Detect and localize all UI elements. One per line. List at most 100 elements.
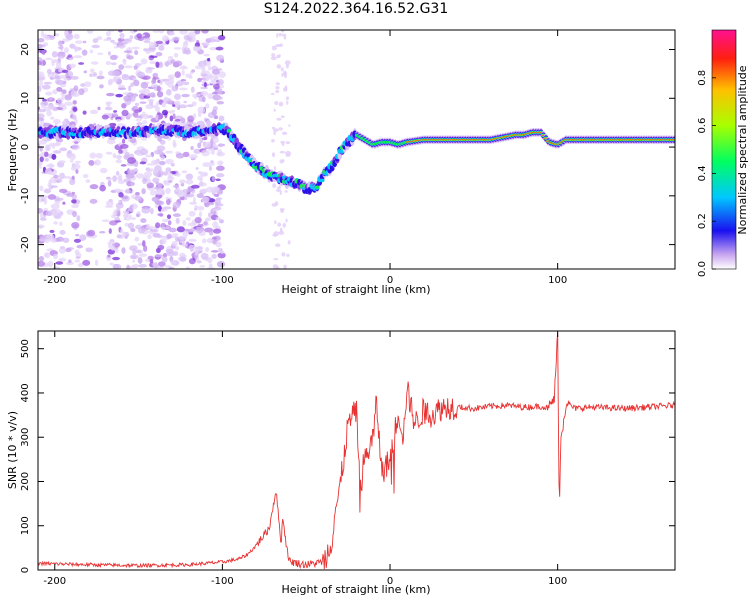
noise-blob: [142, 111, 146, 117]
noise-blob: [193, 46, 201, 52]
noise-blob: [139, 161, 147, 165]
noise-blob: [158, 45, 165, 51]
noise-blob: [65, 72, 69, 79]
top-y-axis-label: Frequency (Hz): [6, 109, 19, 192]
noise-blob: [108, 122, 117, 128]
noise-blob: [270, 92, 275, 96]
noise-blob: [38, 119, 41, 122]
noise-blob: [199, 188, 208, 193]
noise-blob: [123, 95, 132, 102]
noise-blob: [205, 246, 210, 253]
noise-blob: [178, 87, 188, 91]
noise-blob: [55, 61, 62, 69]
noise-blob: [136, 224, 141, 228]
noise-blob: [163, 206, 172, 210]
x-tick-label: -200: [43, 275, 66, 286]
noise-blob: [158, 61, 163, 66]
noise-blob: [202, 141, 211, 148]
noise-blob: [151, 79, 157, 85]
noise-blob: [273, 166, 277, 171]
noise-blob: [52, 210, 58, 217]
noise-blob: [107, 51, 111, 56]
ridge-cell: [319, 178, 325, 183]
noise-blob: [165, 158, 174, 165]
noise-blob: [145, 154, 153, 158]
noise-blob: [166, 233, 172, 239]
noise-blob: [140, 218, 147, 223]
noise-blob: [179, 256, 187, 262]
noise-blob: [66, 33, 74, 41]
noise-blob: [118, 192, 124, 198]
noise-blob: [143, 40, 151, 44]
noise-blob: [53, 174, 59, 179]
noise-blob: [99, 230, 106, 234]
noise-blob: [149, 189, 157, 196]
noise-blob: [161, 101, 167, 108]
noise-blob: [62, 89, 67, 95]
noise-blob: [116, 170, 120, 176]
noise-blob: [48, 96, 53, 101]
noise-blob: [115, 93, 123, 98]
noise-blob: [276, 117, 282, 121]
noise-blob: [152, 177, 160, 183]
noise-blob: [112, 211, 118, 217]
noise-blob: [212, 91, 218, 95]
noise-blob: [165, 196, 169, 200]
noise-blob: [107, 180, 112, 187]
noise-blob: [135, 118, 142, 122]
noise-blob: [185, 217, 191, 221]
noise-blob: [46, 163, 55, 168]
noise-blob: [194, 96, 198, 99]
noise-blob: [52, 266, 60, 269]
noise-blob: [210, 186, 220, 194]
noise-blob: [162, 171, 169, 176]
noise-blob: [283, 264, 287, 269]
noise-blob: [143, 37, 151, 41]
colorbar-tick-label: 0.0: [697, 261, 708, 277]
noise-blob: [67, 54, 72, 58]
noise-blob: [197, 205, 205, 211]
noise-blob: [105, 60, 112, 66]
noise-blob: [198, 211, 203, 218]
noise-blob: [131, 94, 137, 99]
noise-blob: [162, 252, 168, 258]
noise-blob: [75, 168, 79, 174]
noise-blob: [217, 79, 224, 86]
noise-blob: [279, 190, 282, 195]
noise-blob: [207, 93, 215, 100]
noise-blob: [147, 98, 155, 102]
bottom-x-axis-label: Height of straight line (km): [281, 583, 430, 596]
noise-blob: [69, 63, 76, 69]
noise-blob: [106, 92, 115, 97]
noise-blob: [39, 156, 44, 163]
noise-blob: [211, 208, 220, 212]
noise-blob: [283, 35, 287, 40]
x-tick-label: -200: [43, 576, 66, 587]
noise-blob: [273, 258, 279, 261]
noise-blob: [167, 172, 173, 179]
noise-blob: [75, 160, 81, 164]
noise-blob: [154, 254, 163, 258]
noise-blob: [47, 260, 54, 268]
noise-blob: [79, 234, 87, 242]
noise-blob: [66, 192, 75, 197]
noise-blob: [273, 131, 276, 136]
y-tick-label: 0: [20, 144, 31, 150]
noise-blob: [135, 173, 145, 179]
noise-blob: [96, 36, 103, 41]
noise-blob: [197, 170, 202, 175]
noise-blob: [71, 204, 80, 209]
noise-blob: [208, 65, 212, 71]
noise-blob: [188, 244, 197, 250]
noise-blob: [203, 53, 210, 57]
noise-blob: [209, 47, 218, 51]
noise-blob: [81, 49, 88, 56]
noise-blob: [278, 32, 282, 37]
noise-blob: [89, 184, 99, 190]
noise-blob: [274, 101, 279, 106]
noise-blob: [286, 100, 289, 105]
noise-blob: [123, 50, 132, 54]
noise-blob: [101, 219, 110, 223]
noise-blob: [105, 151, 113, 155]
noise-blob: [80, 83, 86, 87]
